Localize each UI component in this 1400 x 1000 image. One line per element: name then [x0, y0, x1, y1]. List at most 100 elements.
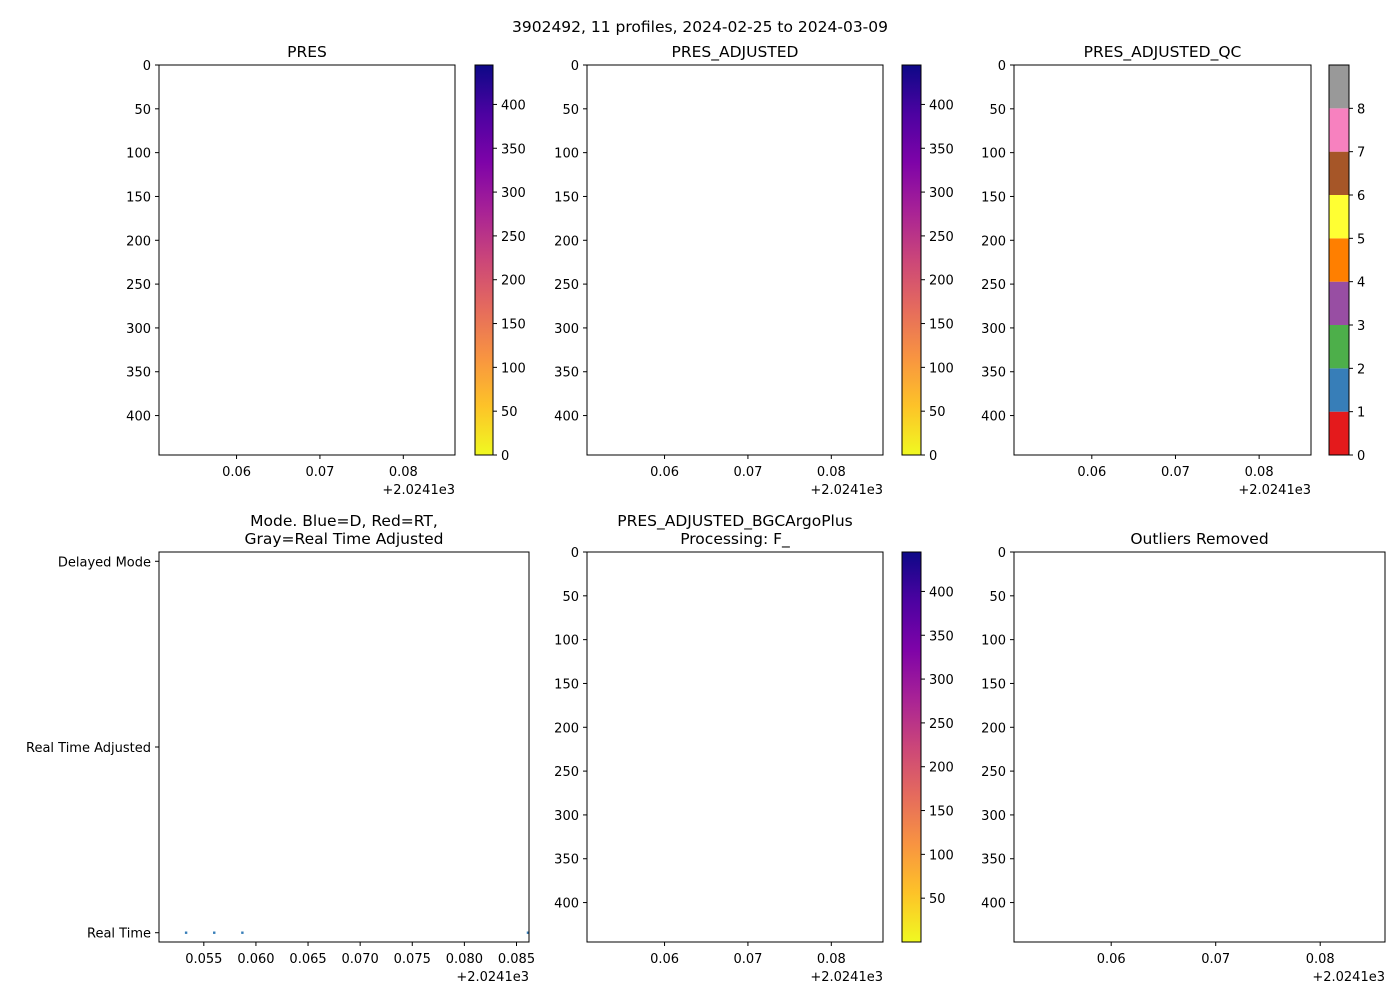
colorbar-tick-label: 400 — [929, 98, 954, 113]
colorbar-tick-label: 150 — [929, 805, 954, 820]
x-offset-label: +2.0241e3 — [1312, 970, 1385, 985]
colorbar-tick-label: 100 — [929, 361, 954, 376]
y-tick-label: 300 — [126, 322, 151, 337]
colorbar-tick-label: 400 — [501, 98, 526, 113]
colorbar-segment — [1329, 151, 1349, 195]
colorbar-tick-label: 7 — [1357, 146, 1365, 161]
data-point — [184, 931, 188, 934]
subplot-title: PRES_ADJUSTED — [672, 43, 799, 62]
colorbar-tick-label: 300 — [929, 673, 954, 688]
colorbar-segment — [1329, 368, 1349, 412]
data-point — [213, 931, 216, 934]
y-tick-label: 0 — [143, 59, 151, 74]
x-tick-label: 0.075 — [394, 952, 431, 967]
subplot-title: Mode. Blue=D, Red=RT, — [250, 512, 438, 530]
y-tick-label: 150 — [126, 190, 151, 205]
subplot-title: Outliers Removed — [1130, 530, 1268, 548]
y-tick-label: 200 — [981, 721, 1006, 736]
y-tick-label: 250 — [126, 278, 151, 293]
y-tick-label: 100 — [554, 634, 579, 649]
y-tick-label: 0 — [998, 546, 1006, 561]
x-tick-label: 0.08 — [1245, 465, 1274, 480]
x-tick-label: 0.06 — [1097, 952, 1126, 967]
y-tick-label: 100 — [981, 147, 1006, 162]
figure-suptitle: 3902492, 11 profiles, 2024-02-25 to 2024… — [512, 18, 888, 36]
y-tick-label: 0 — [571, 546, 579, 561]
axes-frame — [586, 64, 884, 456]
x-tick-label: 0.08 — [817, 465, 846, 480]
colorbar-tick-label: 4 — [1357, 276, 1365, 291]
x-tick-label: 0.08 — [1306, 952, 1335, 967]
x-tick-label: 0.055 — [185, 952, 222, 967]
x-tick-label: 0.07 — [1201, 952, 1230, 967]
y-tick-label: 250 — [981, 765, 1006, 780]
y-tick-label: 300 — [981, 809, 1006, 824]
y-tick-label: 150 — [981, 677, 1006, 692]
axes-frame — [1013, 551, 1386, 943]
subplot-mode: Mode. Blue=D, Red=RT,Gray=Real Time Adju… — [26, 512, 535, 985]
colorbar-tick-label: 50 — [929, 892, 946, 907]
y-tick-label: 350 — [554, 853, 579, 868]
axes-frame — [158, 64, 456, 456]
y-tick-label: 150 — [981, 190, 1006, 205]
colorbar-segment — [1329, 195, 1349, 239]
colorbar-tick-label: 300 — [929, 186, 954, 201]
y-tick-label: 350 — [981, 853, 1006, 868]
colorbar-tick-label: 6 — [1357, 189, 1365, 204]
y-tick-label: 300 — [554, 322, 579, 337]
subplot-pres: PRES 0 50 100 150 200 250 300 350 400 0.06 0.07 0.08… — [126, 43, 526, 498]
y-tick-label: 50 — [989, 590, 1006, 605]
colorbar-gradient — [475, 65, 493, 455]
colorbar-tick-label: 0 — [501, 449, 509, 464]
colorbar-tick-label: 50 — [501, 405, 518, 420]
x-tick-label: 0.07 — [733, 465, 762, 480]
colorbar-pres_adjusted: 0 50 100 150 200 250 300 350 400 — [901, 64, 954, 464]
y-tick-label: 150 — [554, 677, 579, 692]
colorbar-gradient — [902, 65, 921, 455]
y-tick-label: 400 — [554, 897, 579, 912]
x-offset-label: +2.0241e3 — [810, 483, 883, 498]
colorbar-pres_adjusted_bgc: 50 100 150 200 250 300 350 400 — [901, 551, 954, 943]
axes-frame — [586, 551, 884, 943]
y-tick-label: 50 — [134, 103, 151, 118]
colorbar-tick-label: 250 — [929, 717, 954, 732]
x-tick-label: 0.080 — [446, 952, 483, 967]
colorbar-frame — [1328, 64, 1350, 456]
y-tick-label: Real Time — [87, 927, 151, 942]
colorbar-tick-label: 250 — [501, 230, 526, 245]
x-tick-label: 0.08 — [817, 952, 846, 967]
colorbar-tick-label: 200 — [501, 274, 526, 289]
colorbar-segment — [1329, 65, 1349, 109]
colorbar-frame — [901, 64, 922, 456]
colorbar-frame — [474, 64, 494, 456]
y-tick-label: 50 — [989, 103, 1006, 118]
x-tick-label: 0.06 — [222, 465, 251, 480]
y-tick-label: 350 — [981, 366, 1006, 381]
x-tick-label: 0.060 — [237, 952, 274, 967]
subplot-title: Gray=Real Time Adjusted — [244, 530, 443, 548]
y-tick-label: 250 — [554, 765, 579, 780]
x-tick-label: 0.085 — [498, 952, 535, 967]
colorbar-segment — [1329, 411, 1349, 455]
y-tick-label: 400 — [126, 410, 151, 425]
x-offset-label: +2.0241e3 — [810, 970, 883, 985]
subplot-title: PRES_ADJUSTED_QC — [1084, 43, 1242, 62]
y-tick-label: 400 — [981, 410, 1006, 425]
data-point — [241, 931, 244, 934]
y-tick-label: Delayed Mode — [58, 555, 151, 570]
axes-frame — [158, 551, 530, 943]
y-tick-label: 350 — [126, 366, 151, 381]
colorbar-segment — [1329, 238, 1349, 282]
y-tick-label: 400 — [554, 410, 579, 425]
y-tick-label: 400 — [981, 897, 1006, 912]
y-tick-label: 200 — [126, 234, 151, 249]
colorbar-pres_adjusted_qc: 0 1 2 3 4 5 6 7 8 — [1328, 64, 1365, 464]
colorbar-segment — [1329, 108, 1349, 152]
y-tick-label: 350 — [554, 366, 579, 381]
colorbar-tick-label: 150 — [929, 318, 954, 333]
colorbar-tick-label: 8 — [1357, 102, 1365, 117]
y-tick-label: 50 — [562, 590, 579, 605]
subplot-outliers_removed: Outliers Removed 0 50 100 150 200 250 300 350 400… — [981, 530, 1386, 985]
colorbar-tick-label: 3 — [1357, 319, 1365, 334]
